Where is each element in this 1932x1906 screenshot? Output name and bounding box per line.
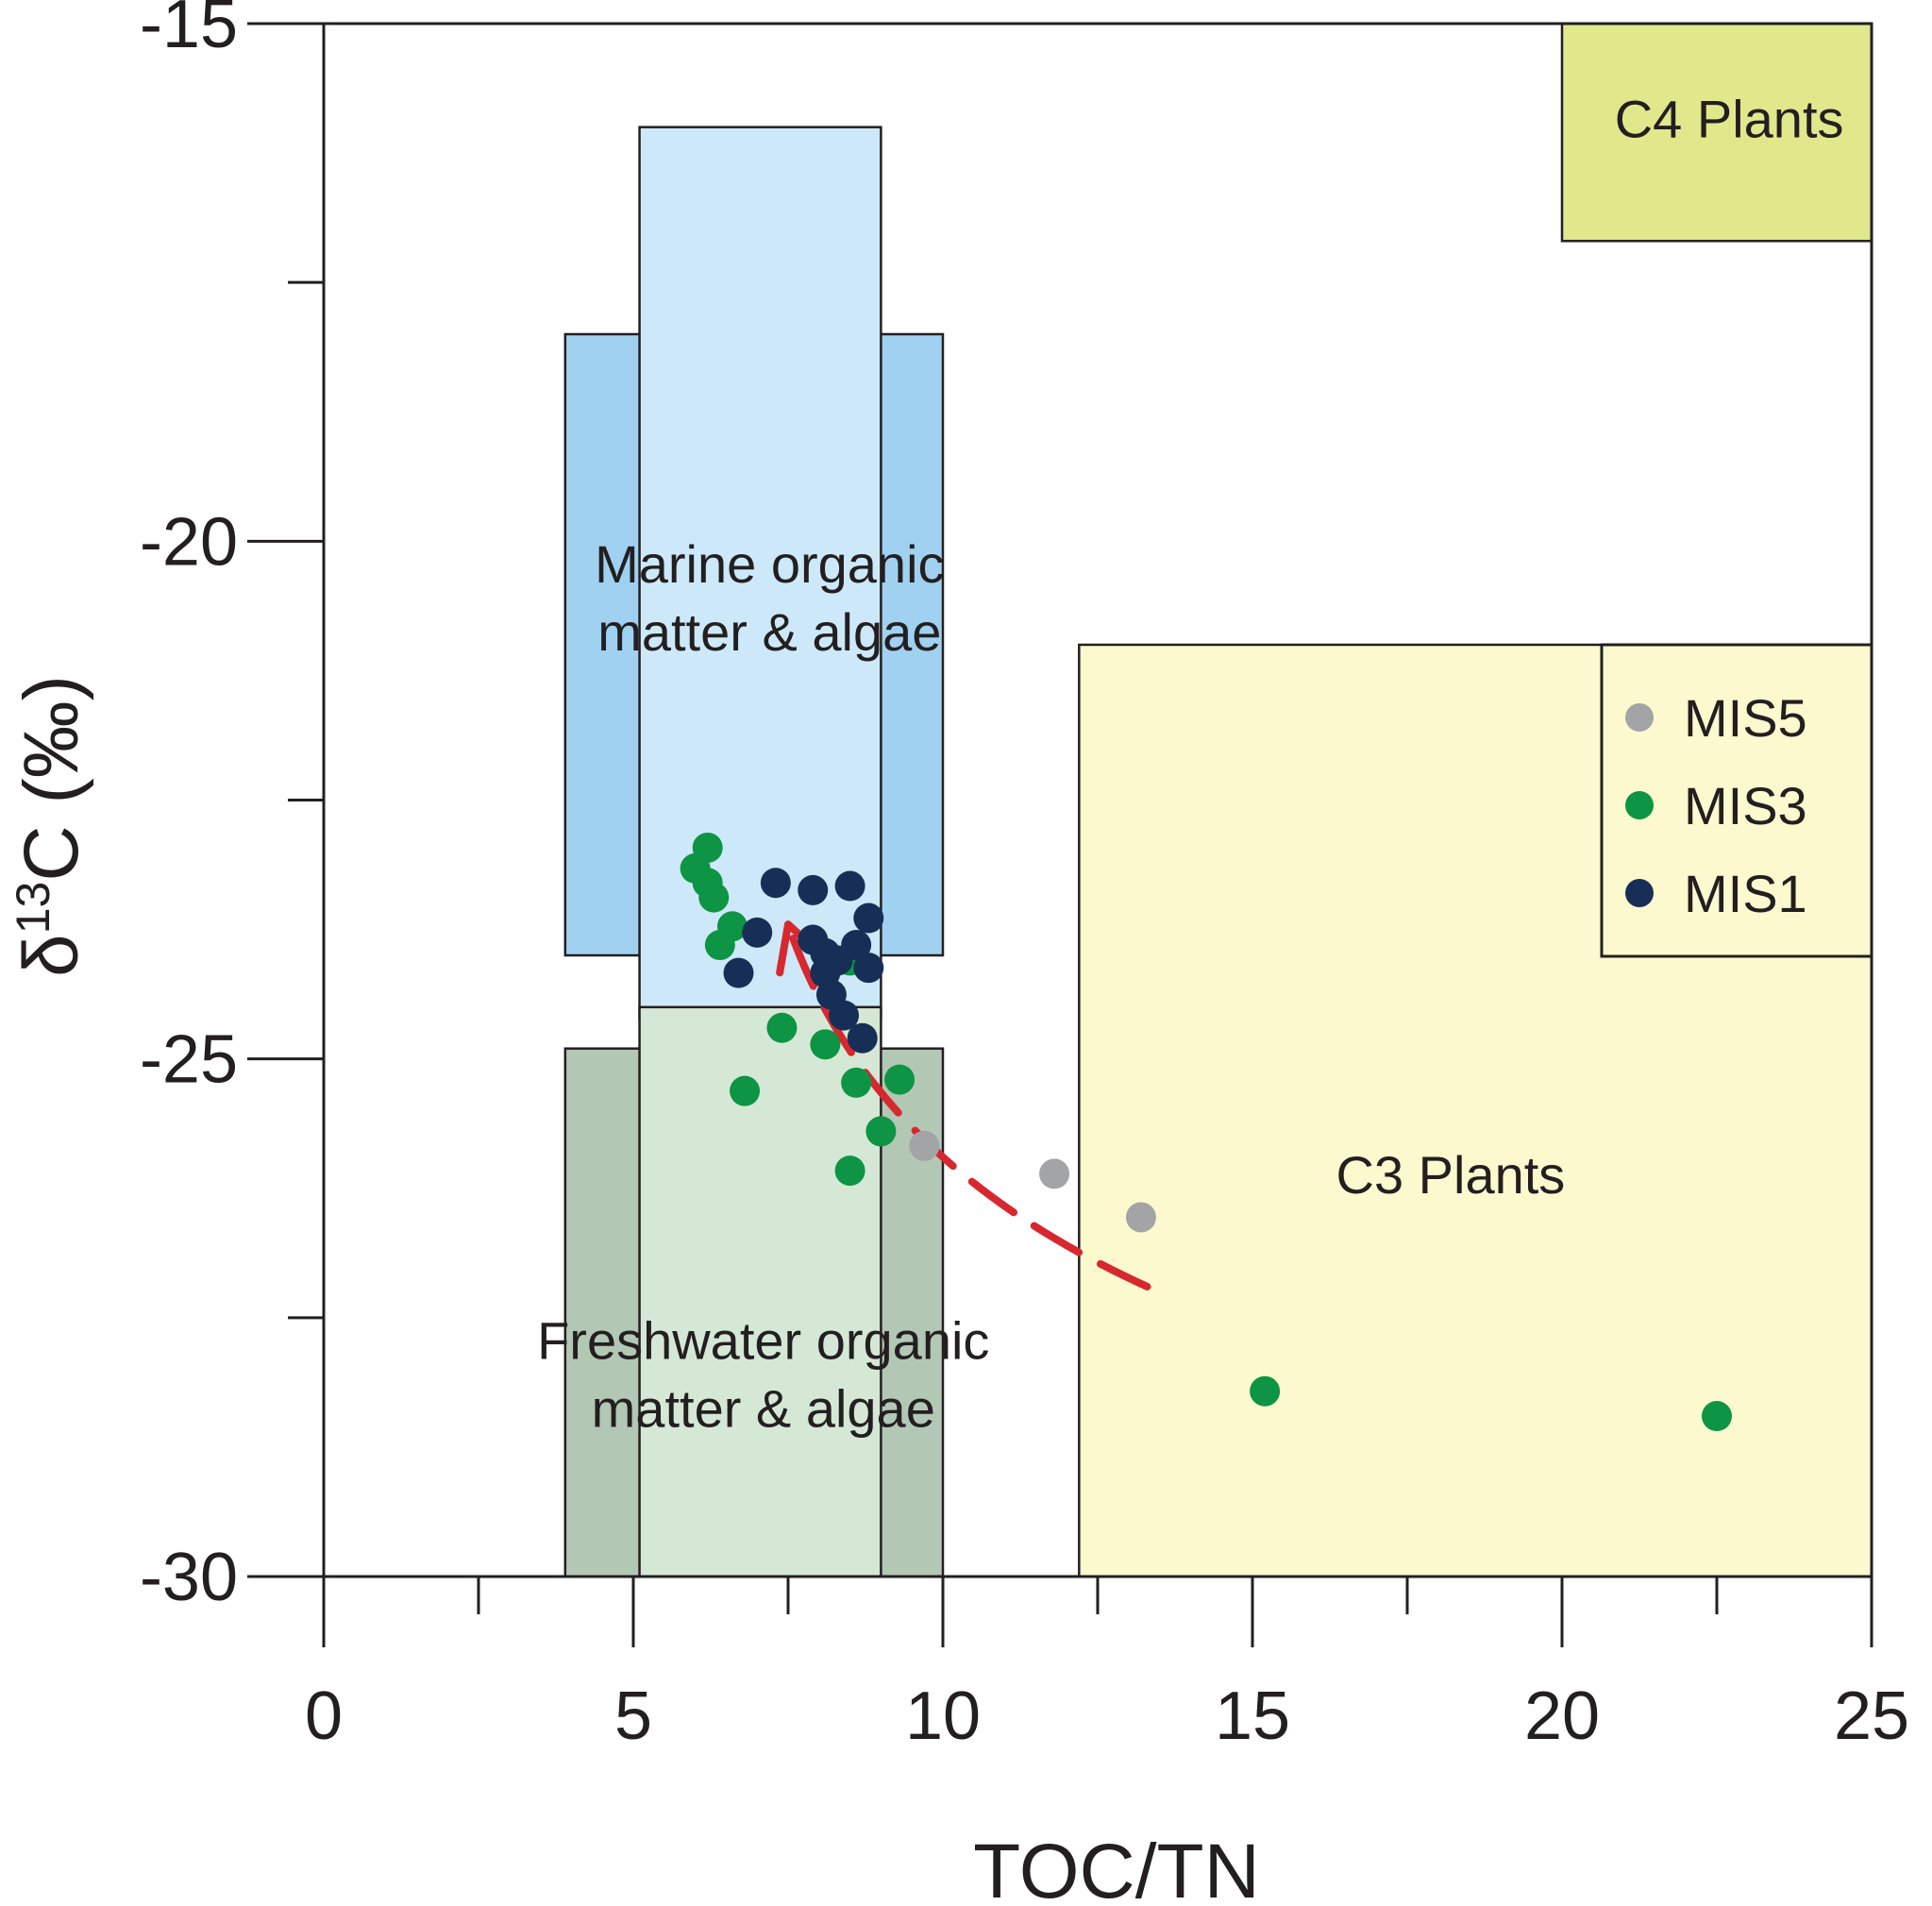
data-point-mis3 bbox=[810, 1029, 841, 1060]
x-axis-title: TOC/TN bbox=[973, 1829, 1260, 1906]
legend-label-mis1: MIS1 bbox=[1684, 864, 1807, 923]
c4-plants-region bbox=[1560, 22, 1873, 243]
trend-arrow-curve bbox=[784, 920, 1151, 1290]
data-point-mis3 bbox=[865, 1116, 897, 1147]
data-point-mis5 bbox=[1125, 1202, 1156, 1233]
freshwater-inner-label: matter & algae bbox=[592, 1379, 935, 1439]
marine-inner-label: matter & algae bbox=[597, 602, 941, 662]
legend-label-mis3: MIS3 bbox=[1684, 776, 1807, 835]
y-tick-label: -15 bbox=[140, 0, 238, 62]
data-point-mis5 bbox=[1039, 1158, 1070, 1189]
x-tick-label: 25 bbox=[1834, 1678, 1909, 1754]
legend: MIS5 MIS3 MIS1 bbox=[1600, 643, 1873, 958]
legend-marker-mis1 bbox=[1625, 879, 1654, 907]
data-point-mis1 bbox=[822, 945, 853, 976]
data-point-mis1 bbox=[723, 957, 754, 988]
data-point-mis3 bbox=[1702, 1401, 1732, 1432]
c3-plants-label: C3 Plants bbox=[1336, 1145, 1566, 1205]
x-tick-label: 15 bbox=[1215, 1678, 1290, 1754]
region-label-layer: Marine organic matter & algae Freshwater o… bbox=[537, 90, 1843, 1439]
data-point-mis1 bbox=[760, 868, 791, 899]
data-point-mis3 bbox=[1250, 1375, 1281, 1407]
data-point-mis5 bbox=[909, 1130, 940, 1161]
y-axis-title-prefix: δ bbox=[8, 934, 94, 977]
legend-marker-mis3 bbox=[1625, 791, 1654, 819]
y-axis-title-superscript: 13 bbox=[7, 882, 59, 935]
y-tick-label: -20 bbox=[140, 504, 238, 580]
c4-plants-label: C4 Plants bbox=[1615, 90, 1844, 149]
data-point-mis3 bbox=[834, 1155, 865, 1187]
y-axis-title: δ13C (‰) bbox=[7, 675, 94, 977]
y-axis-title-suffix: C (‰) bbox=[8, 675, 94, 882]
x-tick-label: 0 bbox=[305, 1678, 343, 1754]
x-tick-label: 10 bbox=[905, 1678, 981, 1754]
data-point-mis1 bbox=[853, 953, 884, 984]
data-point-mis1 bbox=[847, 1022, 878, 1054]
legend-marker-mis5 bbox=[1625, 703, 1654, 732]
marine-inner-label: Marine organic bbox=[595, 534, 944, 594]
data-point-layer bbox=[680, 832, 1732, 1432]
data-point-mis3 bbox=[766, 1012, 798, 1043]
data-point-mis1 bbox=[853, 902, 884, 934]
freshwater-inner-region bbox=[638, 1005, 882, 1578]
data-point-mis3 bbox=[730, 1075, 761, 1106]
data-point-mis1 bbox=[798, 874, 829, 905]
x-tick-label: 20 bbox=[1524, 1678, 1600, 1754]
data-point-mis3 bbox=[704, 930, 735, 961]
y-tick-label: -30 bbox=[140, 1540, 238, 1615]
data-point-mis3 bbox=[884, 1064, 916, 1095]
data-point-mis1 bbox=[829, 1000, 860, 1031]
data-point-mis1 bbox=[742, 917, 773, 948]
x-tick-label: 5 bbox=[614, 1678, 652, 1754]
axes-layer: 0 5 10 15 20 25 -15 -20 -25 -30 bbox=[140, 0, 1909, 1754]
data-point-mis3 bbox=[841, 1067, 872, 1098]
freshwater-inner-label: Freshwater organic bbox=[537, 1311, 989, 1371]
data-point-mis3 bbox=[698, 882, 730, 913]
region-layer bbox=[563, 22, 1873, 1578]
y-tick-label: -25 bbox=[140, 1022, 238, 1098]
legend-label-mis5: MIS5 bbox=[1684, 688, 1807, 748]
marine-inner-region bbox=[638, 126, 882, 1020]
data-point-mis1 bbox=[834, 870, 865, 902]
